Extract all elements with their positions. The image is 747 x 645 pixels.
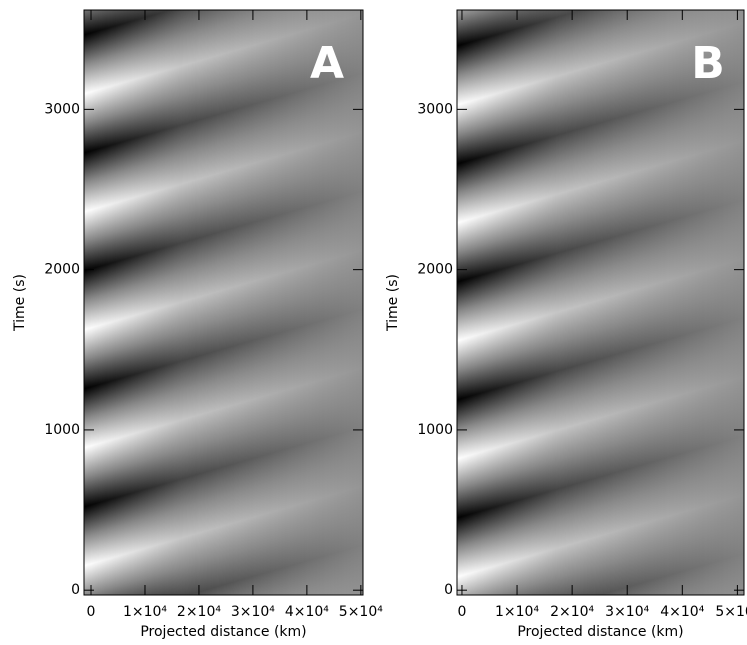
x-tick-label: 5×10⁴ bbox=[715, 604, 747, 620]
y-tick-label: 1000 bbox=[44, 422, 80, 438]
x-tick-label: 1×10⁴ bbox=[495, 604, 539, 620]
y-tick-label: 2000 bbox=[44, 262, 80, 278]
x-axis-title: Projected distance (km) bbox=[140, 624, 306, 640]
x-tick-label: 3×10⁴ bbox=[605, 604, 649, 620]
y-axis-title: Time (s) bbox=[12, 274, 28, 332]
panel-label: A bbox=[310, 38, 344, 89]
x-tick-label: 0 bbox=[457, 604, 466, 620]
image-stripes bbox=[457, 10, 744, 595]
plot-frame bbox=[83, 9, 364, 596]
x-tick-label: 5×10⁴ bbox=[339, 604, 383, 620]
y-tick-label: 1000 bbox=[417, 422, 453, 438]
x-tick-label: 1×10⁴ bbox=[123, 604, 167, 620]
x-tick-label: 3×10⁴ bbox=[231, 604, 275, 620]
y-tick-label: 0 bbox=[444, 582, 453, 598]
y-tick-label: 2000 bbox=[417, 262, 453, 278]
x-axis-title: Projected distance (km) bbox=[517, 624, 683, 640]
panel-label: B bbox=[691, 38, 725, 89]
y-tick-label: 3000 bbox=[417, 101, 453, 117]
y-tick-label: 0 bbox=[71, 582, 80, 598]
image-stripes-fill bbox=[457, 10, 744, 595]
x-tick-label: 2×10⁴ bbox=[177, 604, 221, 620]
y-tick-label: 3000 bbox=[44, 101, 80, 117]
image-stripes-fill bbox=[84, 10, 363, 595]
plot-frame bbox=[456, 9, 745, 596]
x-tick-label: 4×10⁴ bbox=[285, 604, 329, 620]
image-stripes bbox=[84, 10, 363, 595]
x-tick-label: 2×10⁴ bbox=[550, 604, 594, 620]
x-tick-label: 0 bbox=[87, 604, 96, 620]
y-axis-title: Time (s) bbox=[385, 274, 401, 332]
x-tick-label: 4×10⁴ bbox=[660, 604, 704, 620]
